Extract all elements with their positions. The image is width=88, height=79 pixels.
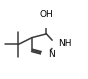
Text: N: N [48,50,55,59]
Text: NH: NH [58,39,71,48]
Text: OH: OH [40,10,53,19]
